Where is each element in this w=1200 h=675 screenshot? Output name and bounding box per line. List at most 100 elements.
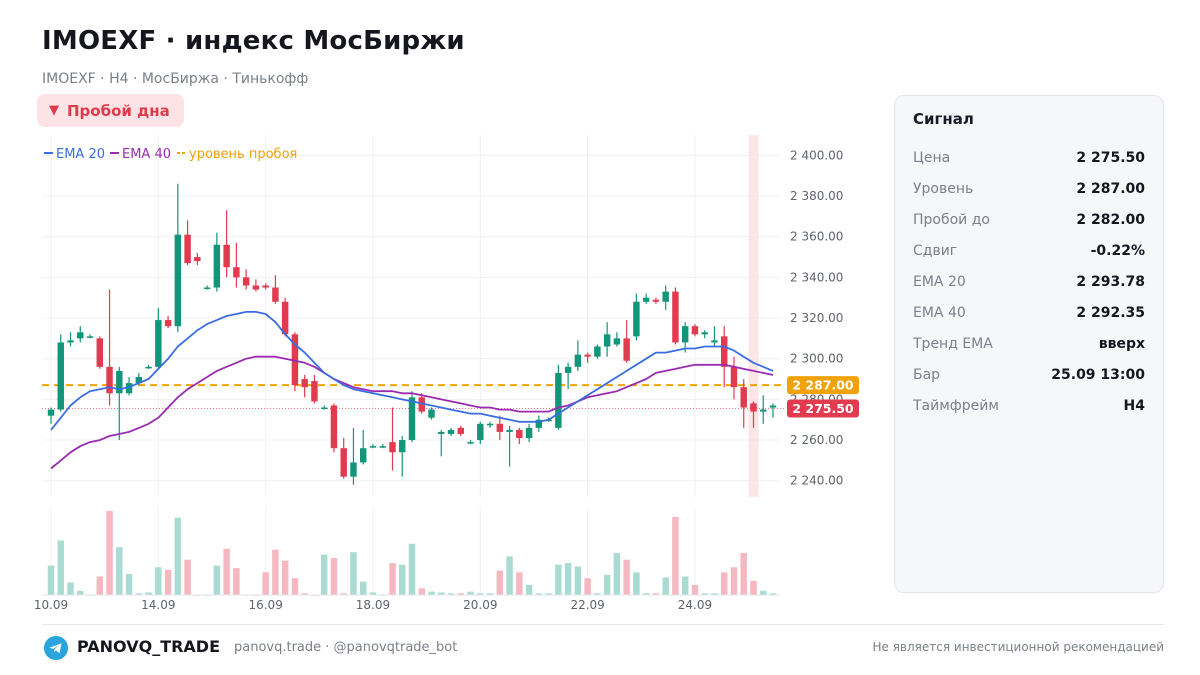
candle-body xyxy=(135,377,143,384)
volume-bar xyxy=(281,560,289,595)
volume-bar xyxy=(106,511,113,595)
footer-brand[interactable]: PANOVQ_TRADE xyxy=(77,637,221,656)
footer-disclaimer: Не является инвестиционной рекомендацией xyxy=(872,640,1164,654)
volume-bar xyxy=(594,593,601,595)
candle-body xyxy=(525,427,533,439)
volume-bar xyxy=(233,568,240,595)
volume-bar xyxy=(691,584,699,595)
candle-body xyxy=(242,277,250,286)
y-tick-label: 2 380.00 xyxy=(790,189,843,203)
legend-label: уровень пробоя xyxy=(189,147,297,162)
candle-body xyxy=(281,301,289,335)
page-subtitle: IMOEXF · H4 · МосБиржа · Тинькофф xyxy=(42,71,309,87)
footer-links[interactable]: panovq.trade · @panovqtrade_bot xyxy=(234,640,458,655)
candle-body xyxy=(301,379,308,388)
volume-bar xyxy=(681,576,689,595)
candle-body xyxy=(681,326,689,343)
candle-body xyxy=(564,366,572,373)
candle-body xyxy=(311,381,318,402)
volume-bar xyxy=(47,565,55,595)
signal-row-key: EMA 20 xyxy=(913,273,966,290)
volume-bar xyxy=(389,563,396,595)
signal-row: Тренд EMA вверх xyxy=(913,328,1145,359)
candle-body xyxy=(613,338,621,345)
candlestick-chart: 2 240.002 260.002 280.002 300.002 320.00… xyxy=(34,135,859,612)
down-triangle-icon: ▼ xyxy=(49,103,59,118)
page-title: IMOEXF · индекс МосБиржи xyxy=(42,26,465,56)
signal-row-key: Тренд EMA xyxy=(913,335,993,352)
volume-bar xyxy=(662,577,669,595)
candle-body xyxy=(330,405,338,449)
candle-body xyxy=(603,334,611,347)
candle-body xyxy=(47,409,55,416)
candle-body xyxy=(720,336,728,367)
footer-divider xyxy=(42,624,1164,625)
volume-bar xyxy=(555,564,562,595)
signal-row-key: EMA 40 xyxy=(913,304,966,321)
volume-bar xyxy=(67,582,74,595)
volume-bar xyxy=(730,567,738,595)
volume-bar xyxy=(77,590,84,595)
signal-row-key: Таймфрейм xyxy=(913,397,999,414)
telegram-icon[interactable] xyxy=(44,636,68,660)
signal-row-key: Бар xyxy=(913,366,941,383)
x-tick-label: 24.09 xyxy=(678,598,712,612)
volume-bar xyxy=(720,572,728,595)
candle-body xyxy=(486,423,494,426)
candle-body xyxy=(174,234,182,327)
volume-bar xyxy=(125,574,133,595)
candle-body xyxy=(57,342,64,410)
candle-body xyxy=(67,340,74,343)
signal-panel-title: Сигнал xyxy=(913,110,974,128)
candle-body xyxy=(233,267,240,278)
candle-body xyxy=(633,301,640,337)
candle-body xyxy=(447,429,455,434)
x-tick-label: 22.09 xyxy=(570,598,604,612)
candle-body xyxy=(428,409,435,418)
volume-bar xyxy=(574,566,582,595)
volume-bar xyxy=(291,578,299,595)
candle-body xyxy=(223,244,230,268)
candle-body xyxy=(350,462,357,477)
volume-bar xyxy=(603,574,611,595)
volume-bar xyxy=(711,593,718,595)
volume-bar xyxy=(564,563,572,595)
volume-bar xyxy=(760,590,767,595)
volume-bar xyxy=(584,578,591,595)
candle-body xyxy=(194,257,201,262)
volume-bar xyxy=(486,593,494,595)
candle-body xyxy=(359,448,367,463)
volume-bar xyxy=(359,581,367,595)
y-tick-label: 2 340.00 xyxy=(790,270,843,284)
last-price-tag-label: 2 275.50 xyxy=(792,401,854,416)
signal-row-key: Цена xyxy=(913,149,951,166)
volume-bar xyxy=(769,593,777,595)
candle-body xyxy=(730,366,738,388)
volume-bar xyxy=(350,552,357,595)
x-tick-label: 16.09 xyxy=(248,598,282,612)
legend-label: EMA 40 xyxy=(122,147,171,162)
volume-bar xyxy=(135,593,143,595)
candle-body xyxy=(291,334,299,386)
volume-bar xyxy=(340,593,347,595)
volume-bar xyxy=(399,564,406,595)
volume-bar xyxy=(642,593,650,595)
signal-row-value: 2 282.00 xyxy=(1076,211,1145,228)
volume-bar xyxy=(623,559,630,595)
volume-bar xyxy=(418,588,425,595)
x-tick-label: 18.09 xyxy=(356,598,390,612)
candle-body xyxy=(467,442,474,444)
volume-bar xyxy=(447,593,455,595)
candle-body xyxy=(535,419,543,428)
candle-body xyxy=(272,287,279,302)
signal-row-value: -0.22% xyxy=(1090,242,1145,259)
candle-body xyxy=(594,346,601,357)
candle-body xyxy=(584,354,591,357)
y-tick-label: 2 300.00 xyxy=(790,352,843,366)
volume-bar xyxy=(184,559,191,595)
volume-bar xyxy=(408,543,416,595)
candle-body xyxy=(184,234,191,264)
candle-body xyxy=(164,320,172,327)
y-tick-label: 2 320.00 xyxy=(790,311,843,325)
candle-body xyxy=(125,383,133,394)
